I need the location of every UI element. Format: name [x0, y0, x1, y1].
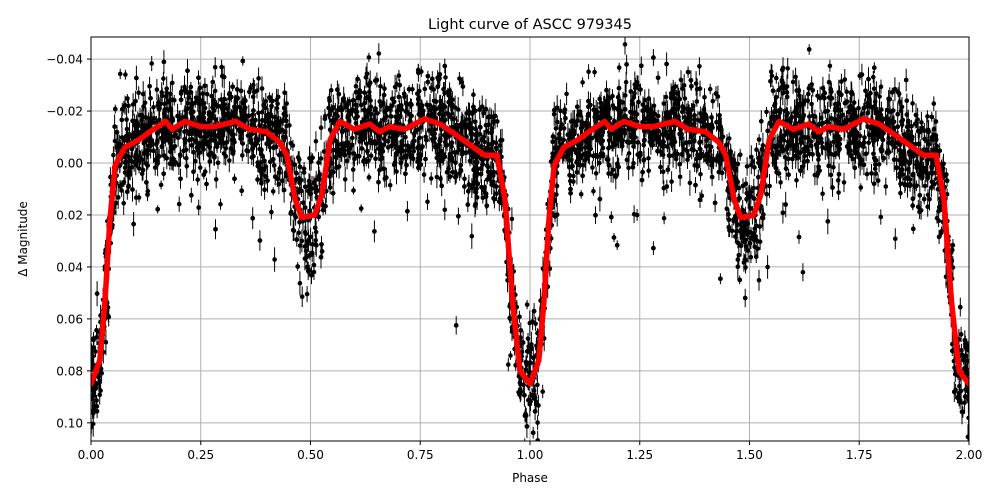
chart-title: Light curve of ASCC 979345: [428, 17, 632, 33]
x-tick-label: 0.75: [407, 448, 434, 462]
y-tick-label: 0.06: [56, 312, 83, 326]
x-axis-ticks: 0.00 0.25 0.50 0.75 1.00 1.25 1.50 1.75 2.00: [78, 441, 983, 462]
x-tick-label: 1.50: [736, 448, 763, 462]
y-tick-label: 0.10: [56, 416, 83, 430]
x-tick-label: 1.75: [846, 448, 873, 462]
x-axis-label: Phase: [512, 471, 548, 485]
x-tick-label: 0.50: [297, 448, 324, 462]
y-tick-label: 0.00: [56, 157, 83, 171]
y-tick-label: 0.08: [56, 364, 83, 378]
x-tick-label: 0.00: [78, 448, 105, 462]
y-tick-label: −0.02: [46, 105, 83, 119]
x-tick-label: 2.00: [956, 448, 983, 462]
x-tick-label: 1.25: [626, 448, 653, 462]
y-tick-label: −0.04: [46, 53, 83, 67]
y-tick-label: 0.02: [56, 208, 83, 222]
y-tick-label: 0.04: [56, 260, 83, 274]
y-axis-ticks: −0.04 −0.02 0.00 0.02 0.04 0.06 0.08 0.10: [46, 53, 91, 431]
y-axis-label: Δ Magnitude: [16, 201, 30, 277]
x-tick-label: 0.25: [187, 448, 214, 462]
x-tick-label: 1.00: [517, 448, 544, 462]
